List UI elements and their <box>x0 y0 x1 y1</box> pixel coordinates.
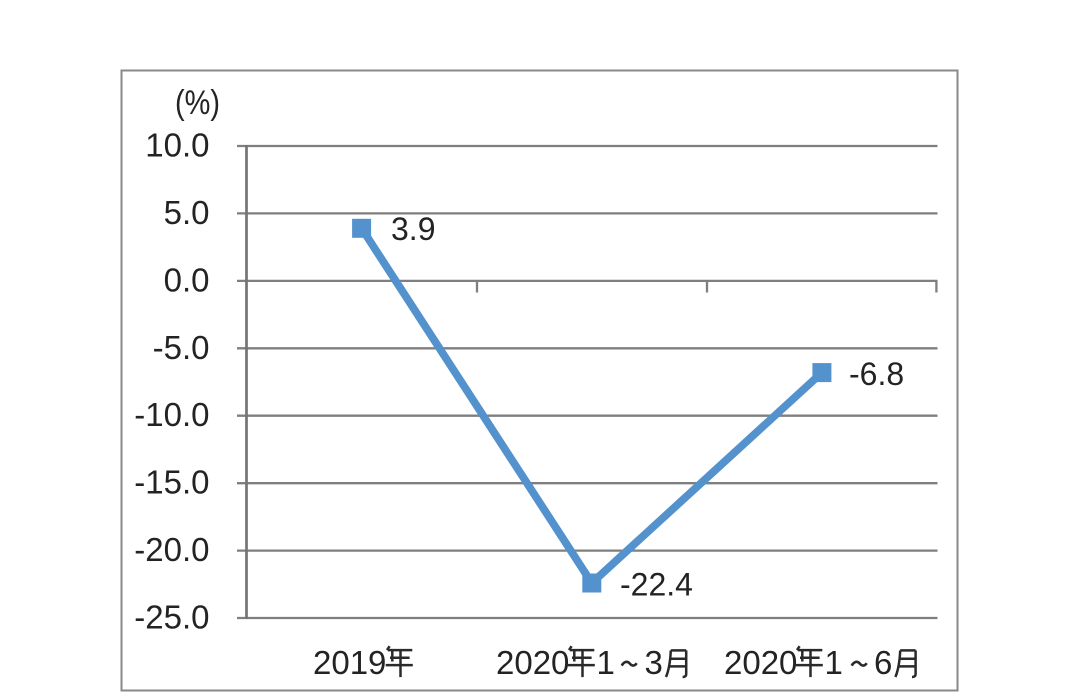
svg-text:-25.0: -25.0 <box>134 599 209 636</box>
svg-text:-5.0: -5.0 <box>153 329 210 366</box>
svg-text:2019: 2019 <box>313 644 386 681</box>
svg-text:-20.0: -20.0 <box>134 531 209 568</box>
svg-text:0.0: 0.0 <box>164 261 210 298</box>
svg-text:1: 1 <box>597 644 615 681</box>
svg-text:10.0: 10.0 <box>145 127 209 164</box>
svg-text:3: 3 <box>645 644 663 681</box>
svg-text:-22.4: -22.4 <box>620 566 693 602</box>
svg-text:5.0: 5.0 <box>164 194 210 231</box>
svg-text:2020: 2020 <box>724 644 797 681</box>
svg-text:2020: 2020 <box>496 644 569 681</box>
svg-text:(%): (%) <box>175 84 220 122</box>
svg-text:6: 6 <box>874 644 892 681</box>
svg-text:-6.8: -6.8 <box>849 356 904 392</box>
svg-text:1: 1 <box>825 644 843 681</box>
svg-text:3.9: 3.9 <box>391 211 435 247</box>
svg-text:-15.0: -15.0 <box>134 464 209 501</box>
svg-text:-10.0: -10.0 <box>134 396 209 433</box>
